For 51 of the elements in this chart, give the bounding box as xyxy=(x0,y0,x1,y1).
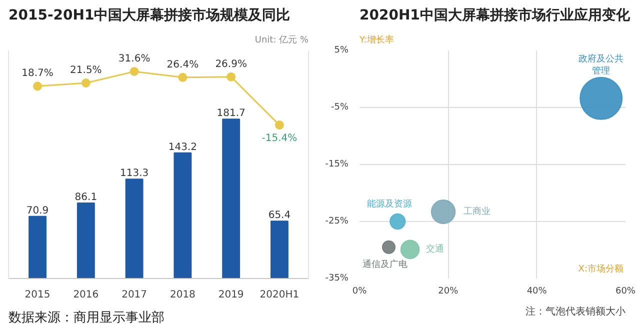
data-label: 86.1 xyxy=(74,192,98,203)
bar xyxy=(28,216,46,278)
data-label: -15.4% xyxy=(262,133,298,144)
data-label: 18.7% xyxy=(22,68,54,80)
series-label: 交通 xyxy=(426,243,444,254)
bar xyxy=(174,152,192,278)
series-label: 工商业 xyxy=(463,206,490,217)
data-label: 21.5% xyxy=(70,64,102,76)
x-tick-label: 60% xyxy=(616,286,636,296)
bar xyxy=(76,202,95,278)
data-label: 26.4% xyxy=(166,59,199,70)
data-label: 143.2 xyxy=(168,142,198,153)
text: 注：气泡代表销额大小 xyxy=(526,306,626,318)
data-label: 70.9 xyxy=(26,205,49,216)
series-label: 政府及公共管理 xyxy=(578,53,624,76)
x-tick-label: 2017 xyxy=(122,290,148,300)
series-label: 通信及广电 xyxy=(362,259,408,270)
source-note: 数据来源：商用显示事业部 xyxy=(8,310,164,326)
x-axis-title: X:市场分额 xyxy=(578,264,624,274)
series-label: 能源及资源 xyxy=(367,198,412,210)
y-axis-title: Y:增长率 xyxy=(358,34,394,46)
data-label: 65.4 xyxy=(268,210,291,222)
x-tick-label: 2020H1 xyxy=(260,290,300,300)
x-tick-label: 2015 xyxy=(24,290,50,300)
data-label: 31.6% xyxy=(118,53,150,64)
point xyxy=(226,72,236,82)
data-label: 26.9% xyxy=(215,58,247,70)
text: Unit: 亿元 % xyxy=(254,34,309,46)
point xyxy=(130,66,139,76)
bar xyxy=(222,118,240,278)
x-tick-label: 40% xyxy=(526,286,548,296)
y-tick-label: -35% xyxy=(325,274,349,284)
chart-title: 2020H1中国大屏幕拼接市场行业应用变化 xyxy=(360,6,631,24)
bar xyxy=(270,220,288,278)
point xyxy=(178,72,188,82)
x-tick-label: 20% xyxy=(438,286,459,296)
y-tick-label: 5% xyxy=(334,46,349,56)
bar xyxy=(125,178,144,278)
data-label: 181.7 xyxy=(216,108,246,120)
x-tick-label: 2018 xyxy=(170,290,196,300)
x-tick-label: 2016 xyxy=(73,290,99,300)
y-tick-label: -25% xyxy=(325,216,349,226)
x-tick-label: 0% xyxy=(352,286,368,296)
point xyxy=(33,82,42,91)
x-tick-label: 2019 xyxy=(218,290,244,300)
y-tick-label: -5% xyxy=(330,102,349,112)
data-label: 113.3 xyxy=(120,168,149,180)
point xyxy=(81,78,90,88)
y-tick-label: -15% xyxy=(325,160,349,170)
point xyxy=(274,120,284,130)
chart-title: 2015-20H1中国大屏幕拼接市场规模及同比 xyxy=(8,6,290,24)
